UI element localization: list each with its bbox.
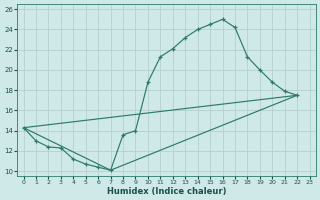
X-axis label: Humidex (Indice chaleur): Humidex (Indice chaleur): [107, 187, 226, 196]
